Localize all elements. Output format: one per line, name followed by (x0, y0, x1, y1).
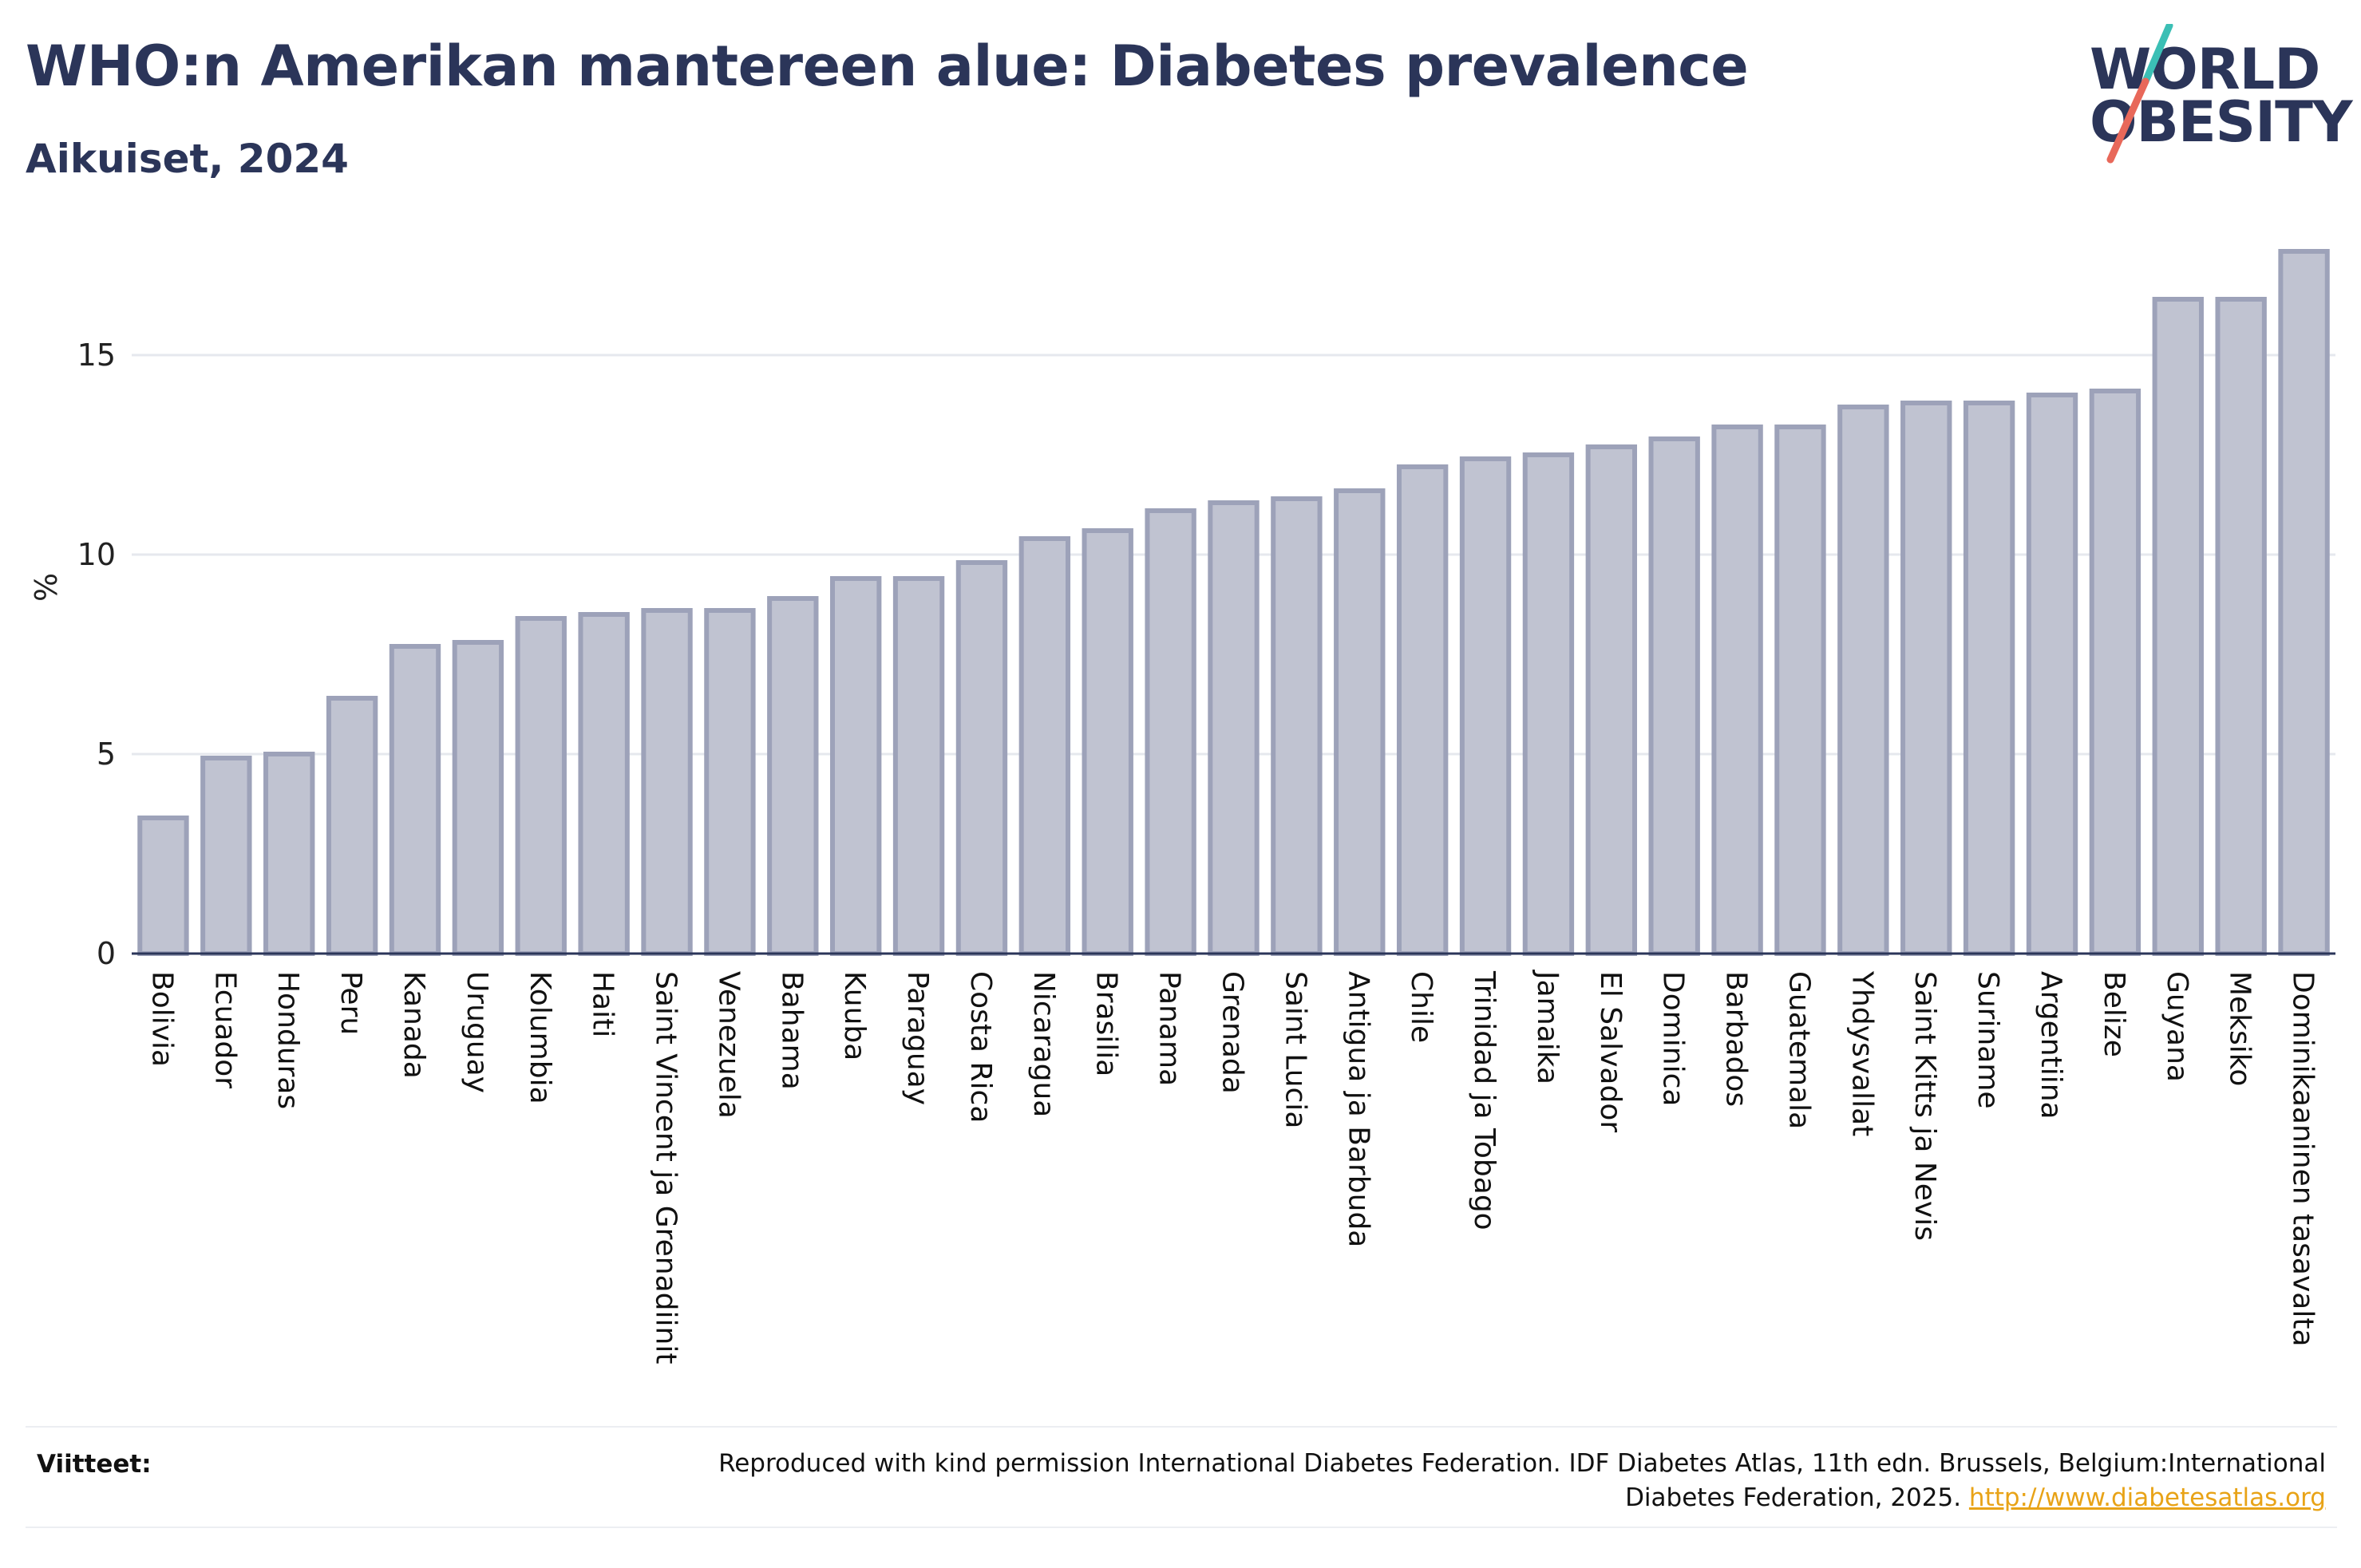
x-tick-label: Brasilia (1090, 971, 1123, 1076)
x-tick-label: Saint Vincent ja Grenadiinit (650, 971, 682, 1365)
x-tick-label: Dominica (1657, 971, 1690, 1107)
bar (1396, 464, 1449, 956)
bar (1774, 425, 1826, 956)
x-tick-label: Paraguay (901, 971, 934, 1105)
x-tick-label: Guyana (2161, 971, 2193, 1082)
bar (452, 640, 504, 956)
bar-chart: 0 5 10 15 Bolivia Ecuador Honduras Peru Kanada Ur… (77, 249, 2335, 1365)
x-tick-label: Kolumbia (524, 971, 556, 1104)
logo-line-1: WORLD (2090, 37, 2320, 102)
x-tick-label: Chile (1405, 971, 1438, 1043)
bar (1459, 456, 1512, 956)
x-tick-label: Haiti (587, 971, 619, 1037)
bar (137, 816, 189, 956)
bar (829, 576, 882, 956)
bar (1522, 452, 1575, 956)
x-tick-label: Saint Kitts ja Nevis (1908, 971, 1941, 1241)
x-tick-label: Uruguay (461, 971, 493, 1093)
chart-title: WHO:n Amerikan mantereen alue: Diabetes … (26, 34, 1749, 99)
references-text: Reproduced with kind permission Internat… (690, 1447, 2326, 1515)
x-tick-label: Bahama (775, 971, 808, 1090)
x-tick-label: Barbados (1720, 971, 1753, 1107)
x-tick-label: Suriname (1971, 971, 2004, 1109)
logo-slash-icon (2106, 24, 2173, 164)
x-tick-label: Nicaragua (1027, 971, 1060, 1117)
x-tick-label: Belize (2098, 971, 2130, 1057)
bar (2089, 389, 2142, 956)
bar (955, 560, 1008, 956)
bar (326, 696, 378, 956)
y-tick-label: 0 (97, 936, 116, 971)
x-tick-label: Peru (334, 971, 367, 1035)
bar (1334, 488, 1386, 956)
bar (2215, 297, 2267, 956)
bar (641, 608, 693, 956)
bar (515, 616, 567, 956)
x-tick-label: El Salvador (1594, 971, 1627, 1132)
x-tick-label: Jamaika (1531, 970, 1564, 1084)
references-link[interactable]: http://www.diabetesatlas.org (1968, 1483, 2326, 1512)
bar (1271, 496, 1323, 956)
x-tick-label: Trinidad ja Tobago (1468, 970, 1501, 1230)
x-tick-label: Ecuador (208, 971, 241, 1088)
bar (1018, 536, 1071, 956)
x-tick-label: Grenada (1216, 971, 1249, 1094)
bar (2152, 297, 2204, 956)
x-tick-label: Bolivia (145, 971, 178, 1067)
references-box: Viitteet: Reproduced with kind permissio… (26, 1426, 2337, 1528)
x-tick-label: Venezuela (712, 971, 745, 1119)
x-tick-label: Dominikaaninen tasavalta (2287, 971, 2319, 1347)
bar (578, 612, 630, 956)
x-tick-label: Argentiina (2035, 971, 2067, 1120)
bar (892, 576, 945, 956)
x-tick-label: Antigua ja Barbuda (1342, 971, 1374, 1247)
x-tick-label: Guatemala (1782, 971, 1815, 1129)
bar (704, 608, 756, 956)
chart-subtitle: Aikuiset, 2024 (26, 136, 349, 182)
bar (2026, 393, 2078, 956)
bar (389, 644, 441, 956)
bar (1963, 401, 2015, 956)
x-tick-label: Panama (1153, 971, 1186, 1086)
bar (1208, 500, 1260, 956)
references-citation: Reproduced with kind permission Internat… (718, 1449, 2326, 1512)
x-tick-label: Saint Lucia (1279, 971, 1311, 1128)
bar (1711, 425, 1763, 956)
x-tick-label: Meksiko (2224, 971, 2256, 1086)
bar (1145, 508, 1196, 956)
bar (1648, 436, 1700, 956)
y-tick-label: 10 (77, 537, 116, 572)
bar (2278, 249, 2330, 956)
bar (767, 596, 819, 956)
bar (1082, 528, 1133, 956)
y-tick-label: 15 (77, 338, 116, 373)
x-tick-label: Kanada (397, 971, 430, 1079)
bar (1837, 405, 1889, 956)
y-tick-label: 5 (97, 737, 116, 772)
bar (1900, 401, 1952, 956)
x-tick-label: Yhdysvallat (1845, 970, 1878, 1136)
references-label: Viitteet: (37, 1450, 152, 1479)
bar (1585, 444, 1638, 956)
x-tick-label: Costa Rica (964, 971, 997, 1123)
world-obesity-logo: WORLD OBESITY (2083, 24, 2353, 168)
x-tick-label: Honduras (271, 971, 304, 1109)
bar (200, 756, 252, 956)
bar (263, 752, 315, 956)
x-tick-label: Kuuba (838, 971, 871, 1060)
